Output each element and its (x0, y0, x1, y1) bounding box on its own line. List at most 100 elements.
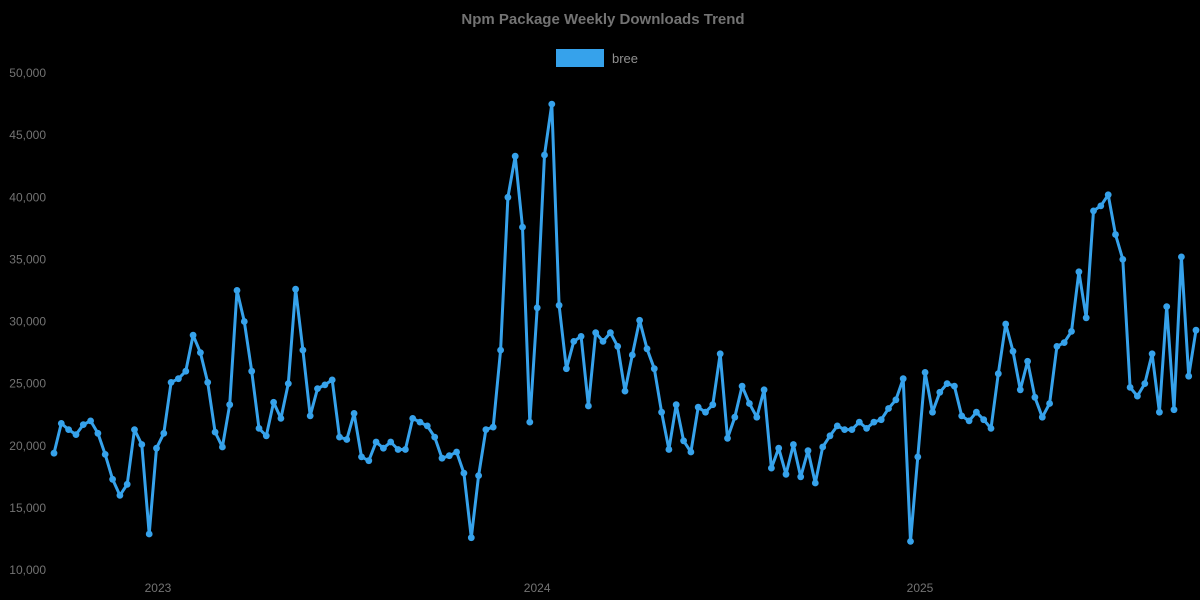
data-point[interactable] (1134, 392, 1141, 400)
data-point[interactable] (255, 425, 263, 432)
data-point[interactable] (1156, 408, 1163, 416)
legend[interactable]: bree (556, 49, 638, 67)
data-point[interactable] (482, 426, 490, 433)
data-point[interactable] (489, 423, 497, 431)
data-point[interactable] (877, 416, 885, 424)
data-point[interactable] (746, 400, 753, 407)
data-point[interactable] (951, 382, 958, 390)
data-point[interactable] (1090, 207, 1097, 215)
data-point[interactable] (885, 405, 892, 412)
data-point[interactable] (1082, 314, 1090, 322)
data-point[interactable] (848, 426, 856, 433)
data-point[interactable] (665, 446, 673, 453)
data-point[interactable] (855, 418, 863, 426)
data-point[interactable] (153, 444, 160, 452)
data-point[interactable] (372, 438, 380, 446)
data-point[interactable] (570, 338, 578, 345)
data-point[interactable] (973, 408, 980, 416)
data-point[interactable] (160, 429, 168, 437)
data-point[interactable] (621, 387, 629, 395)
data-point[interactable] (1024, 357, 1031, 365)
data-point[interactable] (343, 436, 351, 443)
data-point[interactable] (658, 408, 665, 416)
data-point[interactable] (211, 428, 219, 436)
data-point[interactable] (109, 475, 116, 483)
data-point[interactable] (863, 425, 870, 432)
data-point[interactable] (72, 431, 80, 438)
data-point[interactable] (1097, 202, 1105, 210)
data-point[interactable] (475, 472, 482, 479)
data-point[interactable] (541, 151, 548, 159)
data-point[interactable] (189, 331, 197, 339)
data-point[interactable] (563, 365, 570, 373)
data-point[interactable] (790, 441, 797, 448)
data-point[interactable] (1075, 268, 1083, 276)
data-point[interactable] (101, 451, 109, 458)
data-point[interactable] (819, 443, 827, 451)
data-point[interactable] (607, 329, 614, 337)
data-point[interactable] (533, 304, 541, 312)
data-point[interactable] (204, 379, 212, 386)
data-point[interactable] (116, 492, 124, 499)
data-point[interactable] (233, 287, 241, 294)
data-point[interactable] (1031, 393, 1039, 401)
data-point[interactable] (380, 444, 387, 452)
data-point[interactable] (614, 343, 622, 350)
data-point[interactable] (277, 415, 285, 422)
data-point[interactable] (123, 480, 131, 488)
data-point[interactable] (292, 285, 299, 293)
data-point[interactable] (936, 388, 944, 396)
data-point[interactable] (240, 318, 248, 325)
data-point[interactable] (1060, 339, 1068, 346)
data-point[interactable] (738, 382, 746, 390)
data-point[interactable] (980, 416, 988, 424)
data-point[interactable] (358, 453, 365, 461)
data-point[interactable] (497, 346, 504, 354)
data-point[interactable] (628, 351, 636, 359)
data-point[interactable] (131, 426, 138, 433)
data-point[interactable] (1009, 347, 1017, 355)
data-point[interactable] (1170, 406, 1178, 414)
data-point[interactable] (328, 376, 336, 384)
data-point[interactable] (811, 479, 819, 487)
data-point[interactable] (1163, 303, 1171, 310)
data-point[interactable] (504, 193, 512, 201)
data-point[interactable] (826, 432, 834, 440)
data-point[interactable] (804, 447, 812, 455)
data-point[interactable] (929, 408, 936, 416)
data-point[interactable] (892, 396, 900, 404)
data-point[interactable] (724, 434, 731, 442)
data-point[interactable] (1112, 231, 1119, 238)
data-point[interactable] (219, 443, 226, 451)
data-point[interactable] (870, 418, 878, 426)
data-point[interactable] (87, 417, 94, 425)
data-point[interactable] (636, 316, 643, 324)
series-data-points[interactable] (50, 100, 1200, 545)
data-point[interactable] (350, 410, 358, 417)
data-point[interactable] (167, 379, 175, 386)
data-point[interactable] (1016, 386, 1024, 394)
data-point[interactable] (460, 469, 468, 477)
data-point[interactable] (1119, 256, 1127, 263)
data-point[interactable] (914, 453, 922, 461)
data-point[interactable] (702, 408, 709, 416)
data-point[interactable] (687, 448, 695, 456)
data-point[interactable] (79, 421, 87, 428)
data-point[interactable] (511, 152, 519, 160)
data-point[interactable] (1104, 191, 1112, 199)
data-point[interactable] (1038, 413, 1046, 421)
data-point[interactable] (958, 412, 966, 420)
data-point[interactable] (175, 375, 182, 383)
data-point[interactable] (445, 452, 453, 460)
data-point[interactable] (694, 403, 702, 411)
data-point[interactable] (416, 418, 424, 426)
data-point[interactable] (1192, 326, 1200, 334)
data-point[interactable] (921, 369, 929, 376)
data-point[interactable] (50, 449, 58, 457)
data-point[interactable] (394, 446, 402, 453)
data-point[interactable] (1141, 380, 1149, 387)
data-point[interactable] (423, 422, 431, 430)
data-point[interactable] (899, 375, 907, 383)
data-point[interactable] (387, 438, 395, 446)
